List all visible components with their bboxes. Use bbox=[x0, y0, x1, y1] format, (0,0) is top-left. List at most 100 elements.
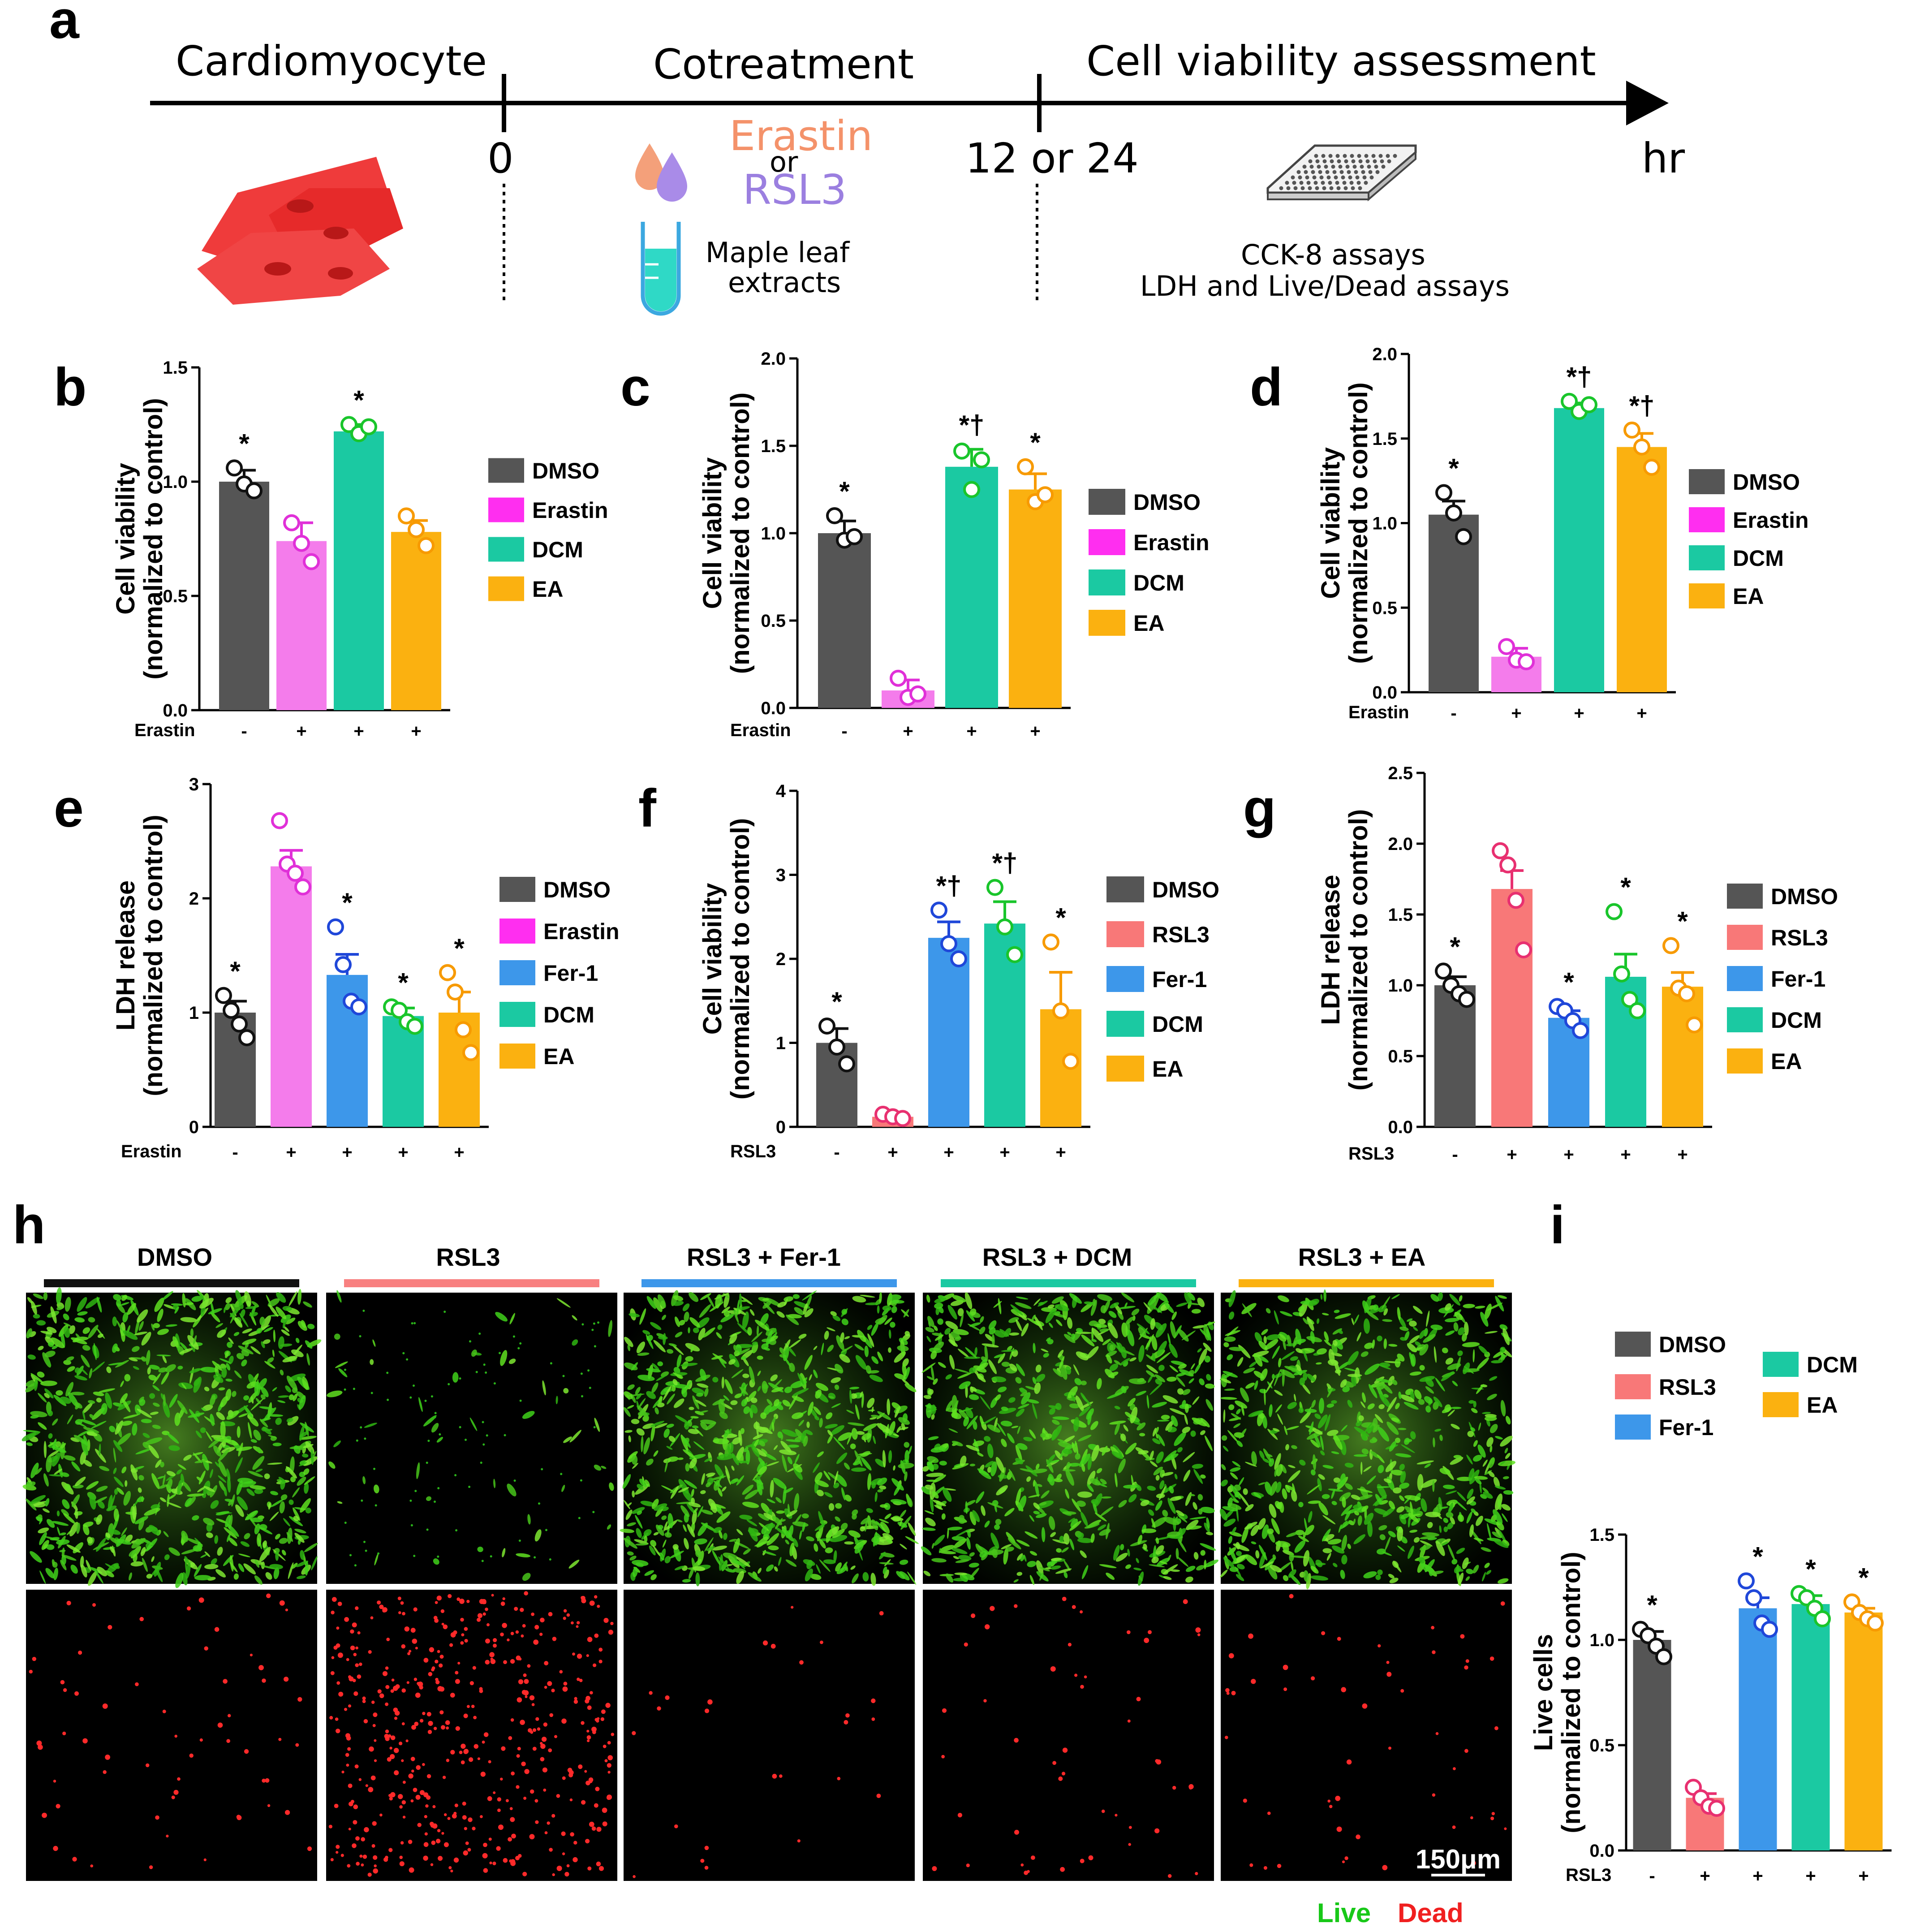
live-cell bbox=[295, 1337, 300, 1343]
dead-cell bbox=[1225, 1688, 1230, 1693]
live-cell bbox=[597, 1321, 599, 1324]
live-cell bbox=[1145, 1334, 1154, 1350]
live-cell bbox=[888, 1421, 895, 1436]
live-cell bbox=[30, 1551, 42, 1563]
live-cell bbox=[826, 1412, 833, 1419]
data-point bbox=[439, 964, 456, 981]
live-cell bbox=[954, 1368, 969, 1373]
data-point bbox=[360, 418, 377, 436]
live-cell bbox=[1017, 1553, 1023, 1561]
y-axis-label: Cell viability bbox=[111, 463, 140, 614]
dead-cell bbox=[508, 1736, 512, 1740]
live-cell bbox=[901, 1423, 905, 1431]
dead-cell bbox=[983, 1699, 987, 1703]
live-cell bbox=[146, 1574, 152, 1579]
live-cell bbox=[1264, 1389, 1266, 1406]
live-cell bbox=[246, 1488, 255, 1496]
dead-cell bbox=[1168, 1874, 1172, 1878]
live-cell bbox=[1347, 1351, 1359, 1365]
live-cell bbox=[1034, 1382, 1041, 1394]
live-cell bbox=[1008, 1469, 1016, 1481]
treatment-sign: + bbox=[1574, 703, 1584, 723]
treatment-sign: - bbox=[841, 721, 847, 741]
dead-cell bbox=[1378, 1644, 1381, 1647]
live-cell bbox=[38, 1346, 44, 1350]
live-cell bbox=[1236, 1574, 1244, 1581]
live-cell bbox=[1262, 1415, 1267, 1429]
live-cell bbox=[1320, 1294, 1323, 1300]
live-cell bbox=[712, 1550, 721, 1565]
live-cell bbox=[423, 1415, 437, 1427]
dead-cell bbox=[471, 1704, 475, 1708]
dead-cell bbox=[501, 1746, 506, 1751]
live-cell bbox=[1502, 1328, 1510, 1346]
live-cell bbox=[1408, 1545, 1414, 1559]
live-cell bbox=[437, 1555, 439, 1558]
live-cell bbox=[782, 1400, 791, 1407]
live-cell bbox=[1039, 1567, 1050, 1572]
dead-cell bbox=[388, 1794, 392, 1797]
live-cell bbox=[185, 1562, 191, 1579]
live-cell bbox=[763, 1405, 772, 1416]
live-cell bbox=[893, 1465, 895, 1471]
data-point bbox=[909, 685, 926, 703]
dead-cell bbox=[410, 1756, 415, 1761]
live-cell bbox=[1323, 1289, 1326, 1302]
live-cell bbox=[738, 1430, 742, 1446]
live-cell bbox=[1193, 1552, 1199, 1560]
well-plate-icon bbox=[1266, 144, 1417, 202]
live-cell bbox=[1261, 1329, 1268, 1335]
dead-cell bbox=[410, 1799, 414, 1803]
panel-label-c: c bbox=[620, 357, 650, 417]
live-cell bbox=[683, 1449, 696, 1458]
live-cell bbox=[815, 1389, 822, 1399]
live-cell bbox=[225, 1389, 232, 1401]
dead-cell bbox=[344, 1617, 349, 1622]
live-cell bbox=[1141, 1528, 1157, 1533]
condition-label-rsl3-ea: RSL3 + EA bbox=[1298, 1243, 1426, 1271]
legend-swatch-dcm bbox=[1727, 1007, 1763, 1032]
live-cell bbox=[852, 1514, 857, 1520]
live-cell bbox=[411, 1322, 413, 1324]
live-cell bbox=[1351, 1494, 1360, 1500]
live-cell bbox=[701, 1473, 705, 1485]
dead-cell bbox=[431, 1840, 436, 1845]
data-point bbox=[1042, 933, 1059, 951]
live-cell bbox=[733, 1307, 746, 1315]
live-cell bbox=[684, 1421, 689, 1430]
live-cell bbox=[717, 1453, 735, 1460]
live-cell bbox=[436, 1436, 443, 1443]
live-cell bbox=[97, 1501, 105, 1509]
live-cell bbox=[637, 1405, 650, 1419]
live-cell bbox=[188, 1412, 205, 1418]
live-cell bbox=[192, 1515, 199, 1521]
live-cell bbox=[203, 1518, 215, 1526]
significance-marker: *† bbox=[1567, 362, 1592, 392]
well bbox=[1343, 186, 1348, 190]
live-cell bbox=[39, 1570, 46, 1584]
live-cell bbox=[1237, 1357, 1244, 1367]
live-cell bbox=[631, 1507, 645, 1514]
dead-cell bbox=[359, 1854, 363, 1858]
live-cell bbox=[377, 1552, 380, 1555]
dead-cell bbox=[53, 1780, 56, 1783]
live-cell bbox=[641, 1436, 644, 1453]
well bbox=[1375, 170, 1380, 174]
live-cell bbox=[1063, 1560, 1071, 1571]
live-cell bbox=[1361, 1505, 1369, 1512]
dead-cell bbox=[341, 1770, 344, 1773]
y-tick-label: 1.0 bbox=[761, 524, 786, 543]
live-cell bbox=[227, 1533, 231, 1542]
condition-label-rsl3: RSL3 bbox=[436, 1243, 500, 1271]
extract-label-line1: Maple leaf bbox=[706, 236, 850, 269]
live-cell bbox=[1326, 1403, 1335, 1408]
dead-cell bbox=[413, 1678, 418, 1681]
live-cell bbox=[1099, 1529, 1111, 1536]
dead-cell bbox=[417, 1682, 420, 1685]
live-cell bbox=[1262, 1458, 1270, 1463]
live-cell bbox=[721, 1376, 724, 1389]
dead-cell bbox=[385, 1736, 390, 1741]
live-cell bbox=[594, 1345, 596, 1348]
live-cell bbox=[894, 1484, 901, 1496]
live-cell bbox=[653, 1340, 666, 1353]
